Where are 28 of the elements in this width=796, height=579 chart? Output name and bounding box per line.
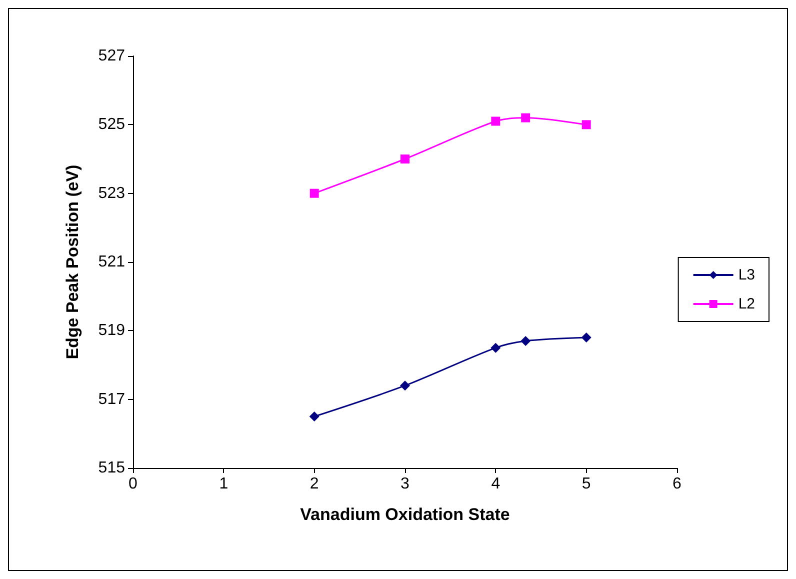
point — [310, 188, 319, 198]
point — [520, 336, 531, 346]
y-axis-title: Edge Peak Position (eV) — [63, 164, 82, 360]
x-tick-label: 6 — [672, 476, 682, 492]
point — [582, 120, 591, 130]
x-tick-label: 1 — [219, 476, 228, 492]
point — [309, 412, 320, 422]
point — [521, 113, 530, 122]
x-tick-label: 3 — [400, 476, 410, 492]
x-axis-title: Vanadium Oxidation State — [300, 505, 510, 524]
y-tick-label: 521 — [98, 254, 126, 270]
y-tick-label: 519 — [98, 322, 126, 340]
y-tick-label: 523 — [98, 184, 126, 202]
point — [400, 380, 410, 391]
x-tick-label: 0 — [128, 476, 138, 492]
point — [581, 332, 592, 343]
point — [490, 342, 501, 353]
x-tick-label: 2 — [310, 476, 319, 492]
y-tick-label: 525 — [98, 116, 126, 134]
legend-label: L3 — [738, 266, 756, 284]
y-tick-label: 527 — [98, 48, 126, 64]
y-tick-label: 517 — [98, 390, 126, 408]
x-tick-label: 5 — [582, 476, 591, 492]
point — [400, 154, 410, 164]
x-tick-label: 4 — [491, 476, 500, 492]
legend-label: L2 — [738, 296, 756, 312]
point — [491, 116, 500, 126]
y-tick-label: 515 — [98, 460, 126, 476]
